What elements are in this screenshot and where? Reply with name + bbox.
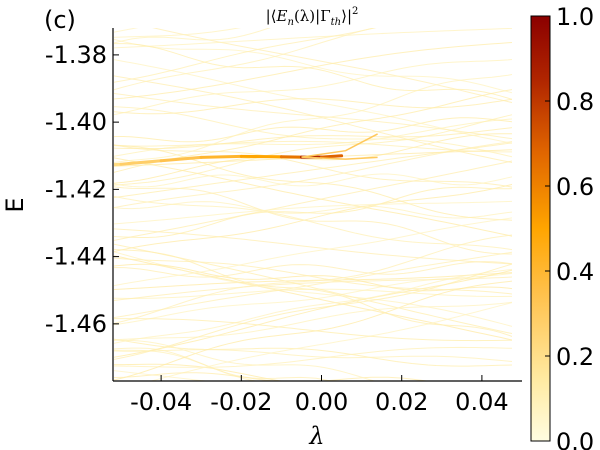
background-trace	[114, 268, 512, 344]
background-trace	[114, 234, 512, 324]
background-trace	[114, 228, 512, 265]
background-trace	[114, 28, 512, 49]
background-trace	[114, 89, 512, 173]
background-trace	[114, 98, 512, 115]
background-trace	[114, 248, 512, 337]
background-trace	[114, 106, 512, 158]
background-trace	[114, 42, 512, 100]
feature-segment	[114, 162, 123, 167]
background-trace	[114, 257, 512, 295]
x-tick-label: -0.02	[210, 388, 272, 416]
x-tick-label: 0.00	[295, 388, 348, 416]
panel-label: (c)	[44, 6, 76, 34]
y-tick-label: -1.46	[45, 310, 107, 338]
background-trace	[114, 372, 431, 381]
colorbar-tick-label: 0.8	[556, 88, 594, 116]
background-trace	[114, 28, 376, 91]
background-trace	[114, 117, 512, 143]
background-trace	[114, 28, 242, 38]
colorbar-tick-label: 0.2	[556, 343, 594, 371]
background-trace	[114, 370, 210, 381]
y-tick-label: -1.42	[45, 175, 107, 203]
background-trace	[114, 263, 512, 292]
background-trace	[114, 114, 512, 186]
background-trace	[114, 347, 333, 381]
title-mid: (λ)|Γ	[294, 7, 331, 25]
background-trace	[114, 160, 512, 241]
feature-segment	[119, 159, 163, 166]
background-trace	[114, 142, 512, 199]
feature-branch	[301, 156, 378, 160]
background-trace	[114, 251, 512, 327]
x-axis-label: λ	[308, 422, 324, 450]
background-trace	[114, 73, 512, 164]
feature-segment	[159, 155, 203, 163]
background-trace	[114, 269, 512, 358]
background-trace	[114, 157, 512, 237]
main-feature	[114, 133, 378, 167]
title-open: |⟨	[266, 7, 277, 25]
title-close: ⟩|	[341, 7, 352, 25]
x-tick-label: 0.04	[455, 388, 508, 416]
background-trace	[114, 186, 512, 238]
background-trace	[114, 59, 512, 144]
background-trace	[114, 28, 377, 83]
background-trace	[114, 118, 512, 157]
background-trace	[114, 349, 512, 362]
y-tick-label: -1.38	[45, 41, 107, 69]
background-trace	[114, 339, 376, 381]
background-trace	[114, 183, 512, 253]
background-trace	[114, 201, 512, 219]
background-trace	[114, 318, 512, 342]
x-tick-label: 0.02	[375, 388, 428, 416]
colorbar-tick-label: 1.0	[556, 3, 594, 31]
title-th-sub: th	[331, 17, 341, 28]
background-trace	[149, 302, 512, 381]
colorbar	[530, 15, 551, 442]
y-tick-label: -1.44	[45, 243, 107, 271]
colorbar-tick-label: 0.4	[556, 258, 594, 286]
title-e: E	[276, 7, 288, 25]
colorbar-ticks: 0.0 0.2 0.4 0.6 0.8 1.0	[545, 3, 594, 450]
x-tick-label: -0.04	[130, 388, 192, 416]
background-trace	[114, 346, 512, 368]
background-trace	[114, 144, 512, 188]
background-trace	[114, 288, 512, 300]
title-sup: 2	[352, 6, 358, 17]
background-trace	[114, 133, 512, 184]
feature-segment	[320, 154, 344, 159]
background-trace	[114, 28, 271, 44]
background-trace	[114, 301, 512, 341]
background-trace	[114, 251, 512, 319]
feature-segment	[199, 154, 243, 159]
background-trace	[114, 127, 512, 150]
background-trace	[114, 195, 512, 251]
background-lines	[114, 28, 512, 381]
background-trace	[114, 276, 512, 302]
background-trace	[114, 59, 512, 116]
background-trace	[114, 200, 512, 225]
background-trace	[114, 363, 285, 381]
colorbar-tick-label: 0.6	[556, 173, 594, 201]
background-trace	[114, 217, 512, 287]
y-axis-label: E	[1, 197, 29, 212]
background-trace	[114, 43, 512, 100]
feature-branch	[301, 133, 378, 158]
background-trace	[114, 349, 259, 381]
background-trace	[114, 261, 512, 278]
background-trace	[114, 263, 512, 360]
y-ticks: -1.38 -1.40 -1.42 -1.44 -1.46	[45, 41, 119, 338]
background-trace	[114, 186, 512, 255]
chart-title: |⟨En(λ)|Γth⟩|2	[266, 6, 359, 28]
y-tick-label: -1.40	[45, 108, 107, 136]
plot-area	[114, 28, 512, 381]
colorbar-tick-label: 0.0	[556, 428, 594, 450]
x-ticks: -0.04 -0.02 0.00 0.02 0.04	[130, 375, 509, 416]
title-n-sub: n	[287, 17, 293, 28]
background-trace	[114, 173, 512, 188]
